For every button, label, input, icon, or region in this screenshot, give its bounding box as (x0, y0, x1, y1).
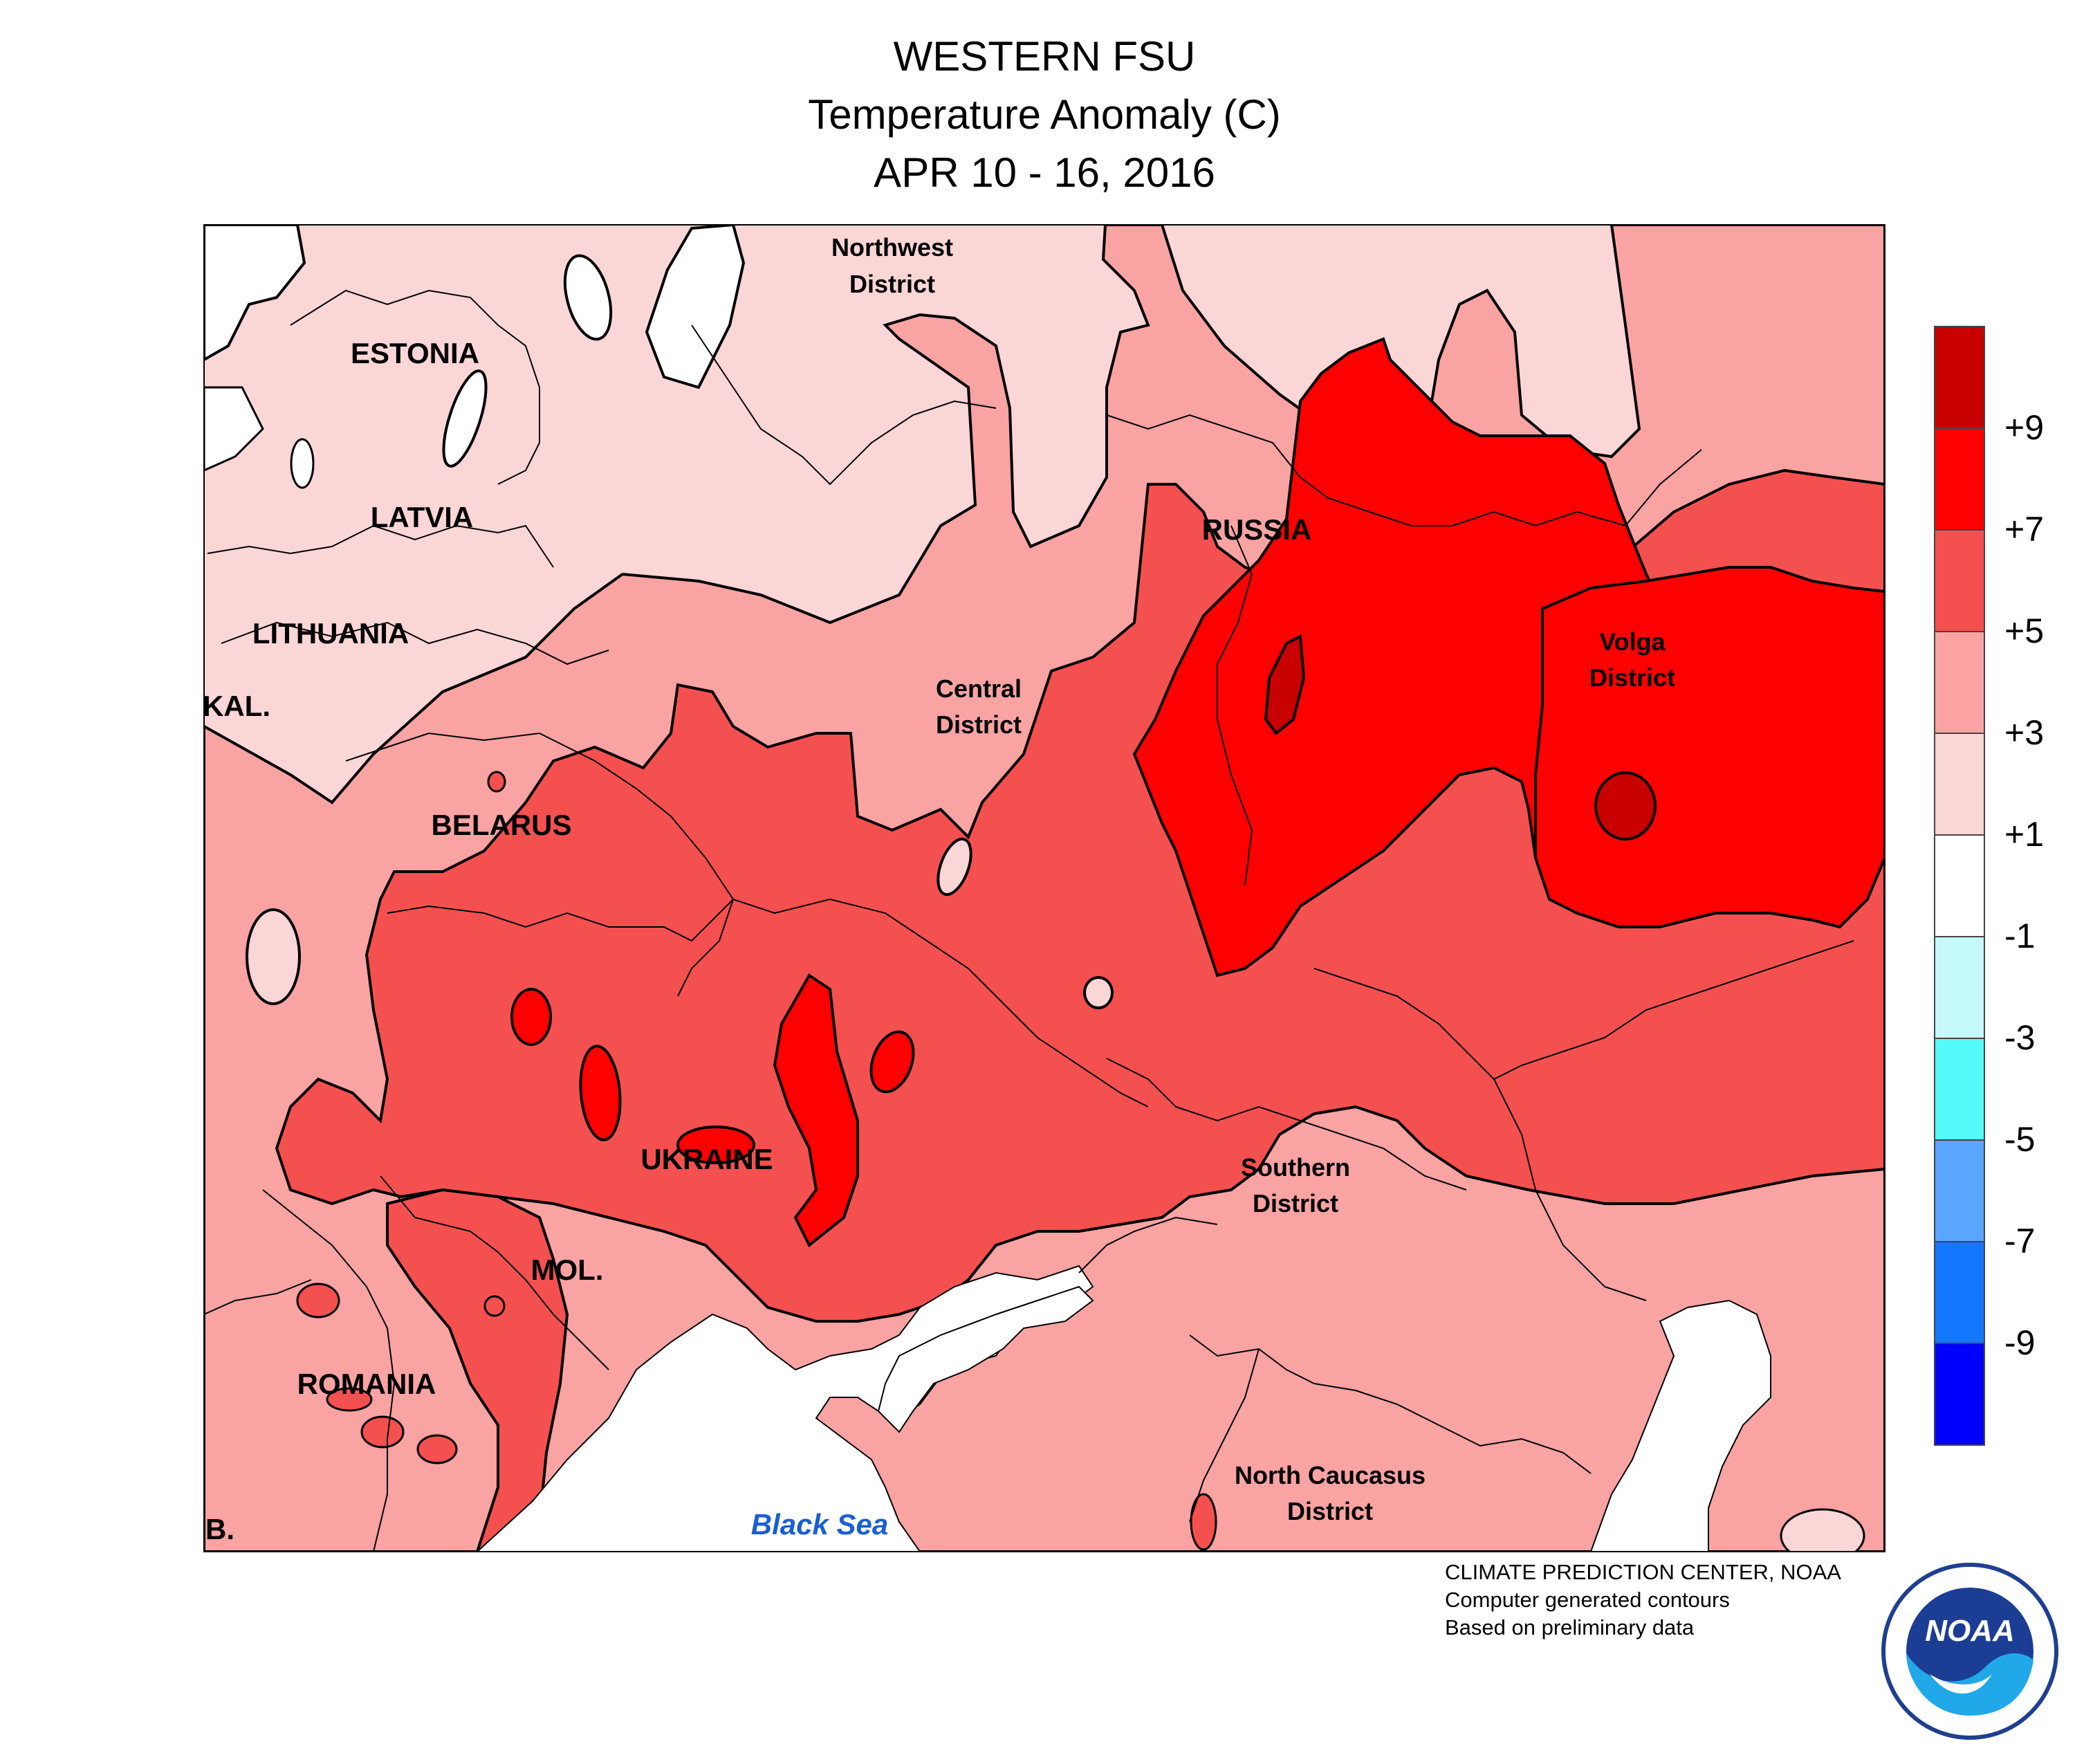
title-line-2: Temperature Anomaly (C) (808, 91, 1281, 138)
anomaly-patch-5-7 (1190, 1493, 1217, 1551)
title-line-3: APR 10 - 16, 2016 (874, 149, 1215, 196)
label-volga-district-1: Volga (1599, 627, 1666, 656)
legend-tick-label: +3 (2004, 713, 2045, 752)
anomaly-patch-neutral (442, 369, 488, 468)
anomaly-patch-5-7 (326, 1387, 373, 1412)
legend-swatch (1934, 733, 1985, 836)
label-central-district-1: Central (936, 674, 1022, 703)
label-southern-district-1: Southern (1241, 1153, 1350, 1182)
legend-swatch (1934, 1139, 1985, 1242)
credit-line-2: Computer generated contours (1445, 1588, 1730, 1612)
anomaly-patch-neutral (290, 438, 315, 489)
map-frame (203, 224, 1885, 1552)
label-russia: RUSSIA (1202, 513, 1312, 546)
anomaly-patch-1-3 (937, 837, 972, 897)
legend-swatch (1934, 1343, 1985, 1446)
label-central-district-2: District (936, 710, 1022, 739)
anomaly-patch-neutral (645, 225, 746, 389)
label-black-sea: Black Sea (751, 1508, 888, 1541)
label-north-caucasus-district-1: North Caucasus (1235, 1461, 1426, 1489)
anomaly-patch-5-7 (487, 771, 506, 793)
anomaly-patch-7-9 (869, 1030, 915, 1094)
anomaly-patch-neutral (204, 225, 306, 362)
label-moldova: MOL. (531, 1253, 604, 1286)
anomaly-patch-7-9 (579, 1045, 622, 1141)
legend-tick-label: +1 (2004, 815, 2045, 854)
legend-tick-label: -7 (2004, 1222, 2036, 1260)
anomaly-core-above-9 (1594, 771, 1657, 840)
label-lithuania: LITHUANIA (252, 617, 409, 650)
label-ukraine: UKRAINE (640, 1143, 773, 1175)
legend-swatch (1934, 529, 1985, 632)
anomaly-patch-neutral (563, 254, 613, 341)
anomaly-patch-5-7 (416, 1434, 458, 1464)
anomaly-patch-7-9 (773, 973, 859, 1248)
administrative-borders (204, 289, 1854, 1552)
map-title: WESTERN FSU Temperature Anomaly (C) APR … (0, 28, 2075, 202)
credits: CLIMATE PREDICTION CENTER, NOAA Computer… (1445, 1559, 1841, 1642)
legend-swatch (1934, 936, 1985, 1039)
anomaly-patch-5-7 (360, 1415, 405, 1449)
anomaly-patch-1-3 (1780, 1508, 1865, 1552)
anomaly-patch-5-7 (483, 1295, 506, 1317)
label-belarus: BELARUS (431, 809, 571, 841)
anomaly-patch-7-9 (676, 1126, 755, 1164)
legend-swatch (1934, 834, 1985, 937)
label-kal: KAL. (203, 690, 270, 722)
anomaly-patch-7-9 (510, 988, 552, 1046)
label-southern-district-2: District (1253, 1189, 1338, 1218)
anomaly-patch-5-7 (296, 1283, 340, 1319)
label-northwest-district-2: District (849, 270, 935, 298)
legend-tick-label: -9 (2004, 1323, 2036, 1362)
credit-line-1: CLIMATE PREDICTION CENTER, NOAA (1445, 1560, 1841, 1584)
label-northwest-district-1: Northwest (831, 233, 953, 261)
label-romania: ROMANIA (297, 1368, 436, 1400)
legend-colorbar (1934, 326, 1985, 1446)
anomaly-core-above-9 (1264, 634, 1306, 735)
legend-tick-label: +5 (2004, 612, 2045, 650)
legend-tick-label: +7 (2004, 510, 2045, 549)
label-bulgaria: B. (205, 1513, 234, 1545)
noaa-logo: NOAA (1881, 1563, 2058, 1740)
legend-swatch (1934, 1241, 1985, 1344)
legend-swatch (1934, 326, 1985, 429)
legend-tick-label: -3 (2004, 1018, 2036, 1057)
sea-of-azov (877, 1285, 1094, 1433)
legend-tick-label: +9 (2004, 408, 2045, 447)
credit-line-3: Based on preliminary data (1445, 1615, 1695, 1639)
legend-swatch (1934, 631, 1985, 734)
label-estonia: ESTONIA (351, 337, 479, 369)
map-labels: ESTONIA LATVIA LITHUANIA KAL. BELARUS UK… (203, 233, 1675, 1545)
legend-swatch (1934, 1038, 1985, 1141)
caspian-sea (1589, 1299, 1771, 1552)
anomaly-band-7-9 (1132, 337, 1663, 977)
label-north-caucasus-district-2: District (1287, 1497, 1373, 1525)
label-volga-district-2: District (1589, 663, 1675, 692)
legend-tick-label: -5 (2004, 1120, 2036, 1159)
label-latvia: LATVIA (371, 501, 474, 533)
legend-tick-label: -1 (2004, 917, 2036, 955)
anomaly-patch-1-3 (246, 908, 301, 1005)
title-line-1: WESTERN FSU (893, 33, 1196, 80)
anomaly-band-7-9 (1534, 566, 1885, 929)
anomaly-patch-neutral (204, 386, 264, 472)
legend-swatch (1934, 428, 1985, 531)
noaa-logo-text: NOAA (1925, 1614, 2015, 1648)
anomaly-patch-1-3 (1083, 976, 1114, 1009)
map-area: ESTONIA LATVIA LITHUANIA KAL. BELARUS UK… (203, 225, 1885, 1552)
